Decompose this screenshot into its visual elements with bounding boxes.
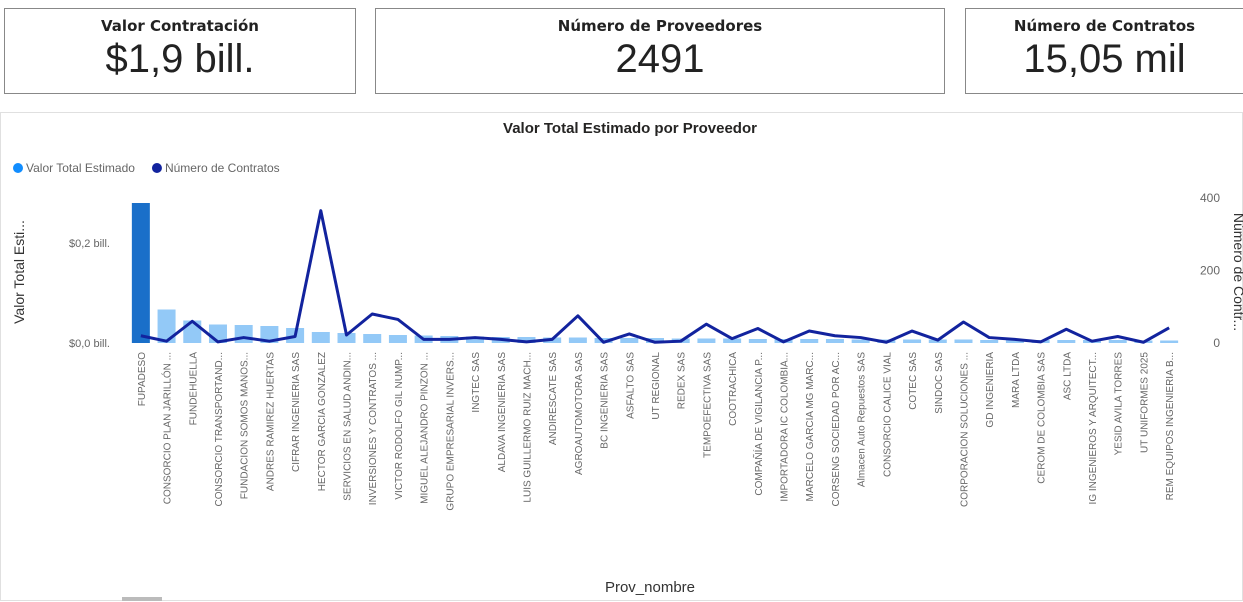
x-tick-label: UT UNIFORMES 2025 <box>1139 352 1150 453</box>
card-title: Valor Contratación <box>101 17 259 35</box>
bar <box>568 337 587 343</box>
x-tick-label: COTEC SAS <box>908 352 919 410</box>
x-tick-label: VICTOR RODOLFO GIL NUMP... <box>394 352 405 500</box>
bar <box>1057 340 1076 343</box>
x-tick-label: BC INGENIERIA SAS <box>600 352 611 449</box>
bar <box>851 339 870 343</box>
x-tick-label: ANDIRESCATE SAS <box>548 352 559 445</box>
x-tick-label: CONSORCIO CALICE VIAL <box>882 352 893 477</box>
x-tick-label: SERVICIOS EN SALUD ANDIN... <box>343 352 354 501</box>
kpi-card: Número de Contratos 15,05 mil <box>965 8 1243 94</box>
x-tick-label: FUPADESO <box>137 352 148 406</box>
legend-marker <box>151 163 162 173</box>
x-tick-label: COOTRACHICA <box>728 352 739 426</box>
x-tick-label: CORSENG SOCIEDAD POR AC... <box>831 352 842 506</box>
x-tick-label: MIGUEL ALEJANDRO PINZON ... <box>420 352 431 504</box>
x-tick-label: ASC LTDA <box>1062 352 1073 400</box>
bar <box>466 336 485 343</box>
bar <box>620 338 639 343</box>
bar <box>337 333 356 343</box>
y-tick-label: $0,0 bill. <box>69 338 110 350</box>
y2-tick-label: 0 <box>1213 336 1220 350</box>
x-tick-label: LUIS GUILLERMO RUIZ MACH... <box>522 352 533 503</box>
card-title: Número de Proveedores <box>557 17 763 35</box>
x-tick-label: HECTOR GARCIA GONZALEZ <box>317 352 328 491</box>
chart-panel <box>0 112 1243 601</box>
legend-label: Número de Contratos <box>165 161 280 175</box>
y2-tick-label: 200 <box>1200 264 1220 278</box>
x-tick-label: UT REGIONAL <box>651 352 662 420</box>
x-tick-label: AGROAUTOMOTORA SAS <box>574 352 585 475</box>
bar <box>311 332 330 343</box>
kpi-card: Valor Contratación $1,9 bill. <box>4 8 356 94</box>
x-tick-label: CONSORCIO PLAN JARILLÓN ... <box>161 352 174 504</box>
x-tick-label: CORPORACION SOLUCIONES ... <box>959 352 970 507</box>
x-tick-label: MARA LTDA <box>1011 352 1022 408</box>
x-tick-label: REM EQUIPOS INGENIERIA B... <box>1165 352 1176 500</box>
bar <box>260 326 279 343</box>
bar <box>234 325 253 343</box>
bar <box>157 309 176 343</box>
bar <box>903 339 922 343</box>
line <box>140 209 1170 344</box>
x-tick-label: MARCELO GARCIA MG MARC... <box>805 352 816 501</box>
x-tick-label: COMPAÑÍA DE VIGILANCIA P... <box>752 352 765 496</box>
x-tick-label: REDEX SAS <box>677 352 688 410</box>
y-tick-label: $0,2 bill. <box>69 238 110 250</box>
bar <box>748 339 767 343</box>
bar <box>800 339 819 343</box>
y-axis-title: Valor Total Esti... <box>11 220 27 324</box>
x-tick-label: GD INGENIERIA <box>985 352 996 428</box>
bar <box>363 334 382 343</box>
bar <box>723 338 742 343</box>
x-tick-label: ALDAVA INGENIERIA SAS <box>497 352 508 473</box>
bar <box>388 335 407 343</box>
x-tick-label: Almacen Auto Repuestos SAS <box>857 352 868 487</box>
legend-marker <box>13 163 23 173</box>
chart: Valor Total Estimado por Proveedor Prov_… <box>0 112 1243 601</box>
y2-axis-title: Número de Contr... <box>1231 213 1243 331</box>
bar <box>517 337 536 343</box>
bar <box>1108 340 1127 343</box>
card-value: 2491 <box>615 37 705 81</box>
y2-tick-label: 400 <box>1200 191 1220 205</box>
x-tick-label: GRUPO EMPRESARIAL INVERS... <box>445 352 456 511</box>
legend-label: Valor Total Estimado <box>26 161 135 175</box>
bar <box>825 339 844 343</box>
bar <box>697 338 716 343</box>
x-tick-label: ANDRES RAMIREZ HUERTAS <box>265 352 276 491</box>
x-tick-label: INVERSIONES Y CONTRATOS ... <box>368 352 379 505</box>
bar <box>646 338 664 343</box>
x-tick-label: IMPORTADORA IC COLOMBIA... <box>780 352 791 502</box>
bar <box>131 203 150 343</box>
bar <box>980 340 999 343</box>
x-axis-title: Prov_nombre <box>605 579 695 596</box>
chart-title: Valor Total Estimado por Proveedor <box>503 120 757 137</box>
card-value: 15,05 mil <box>1023 37 1186 81</box>
bar <box>183 320 202 343</box>
x-tick-label: FUNDACION SOMOS MANOS... <box>240 352 251 499</box>
scrollbar[interactable] <box>122 597 162 601</box>
x-tick-label: SINDOC SAS <box>934 352 945 414</box>
kpi-card: Número de Proveedores 2491 <box>375 8 945 94</box>
x-tick-label: INGTEC SAS <box>471 352 482 413</box>
card-title: Número de Contratos <box>1013 17 1196 35</box>
x-tick-label: CEROM DE COLOMBIA SAS <box>1037 352 1048 484</box>
x-tick-label: ASFALTO SAS <box>625 352 636 419</box>
x-tick-label: CONSORCIO TRANSPORTAND... <box>214 352 225 506</box>
bar <box>1005 340 1024 343</box>
x-tick-label: YESID AVILA TORRES <box>1114 352 1125 456</box>
bar <box>954 339 973 343</box>
card-value: $1,9 bill. <box>105 37 255 81</box>
bar <box>1160 340 1179 343</box>
x-tick-label: IG INGENIEROS Y ARQUITECT... <box>1088 352 1099 504</box>
x-tick-label: TEMPOEFECTIVA SAS <box>702 352 713 458</box>
x-tick-label: FUNDEHUELLA <box>188 352 199 426</box>
x-tick-label: CIFRAR INGENIERIA SAS <box>291 352 302 472</box>
